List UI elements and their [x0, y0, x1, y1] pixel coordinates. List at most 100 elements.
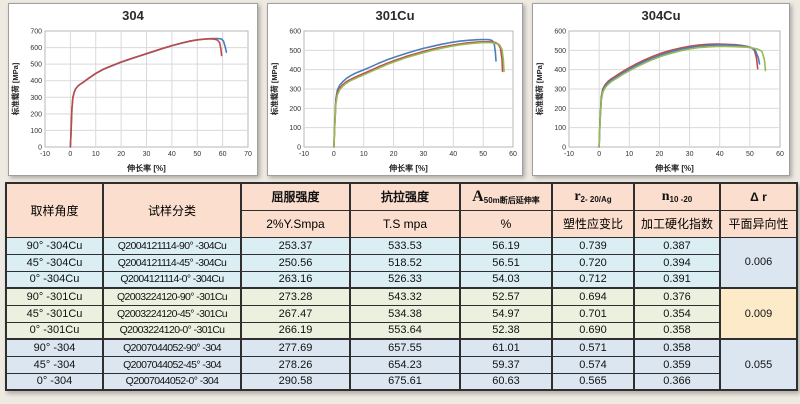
header-elongation: A50m断后延伸率 [459, 182, 553, 211]
tensile-strength-cell[interactable]: 654.23 [349, 355, 461, 374]
yield-strength-cell[interactable]: 278.26 [240, 355, 351, 374]
angle-cell[interactable]: 45° -301Cu [5, 304, 104, 323]
svg-text:20: 20 [390, 151, 398, 158]
svg-text:10: 10 [92, 151, 100, 158]
svg-text:20: 20 [656, 151, 664, 158]
angle-cell[interactable]: 0° -301Cu [5, 321, 104, 340]
elongation-cell[interactable]: 59.37 [459, 355, 553, 374]
r-value-cell[interactable]: 0.720 [551, 253, 635, 272]
angle-cell[interactable]: 0° -304Cu [5, 270, 104, 289]
svg-text:200: 200 [554, 106, 566, 113]
elongation-cell[interactable]: 60.63 [459, 372, 553, 391]
r-value-cell[interactable]: 0.565 [551, 372, 635, 391]
tensile-strength-cell[interactable]: 533.53 [349, 236, 461, 255]
n-value-cell[interactable]: 0.354 [633, 304, 721, 323]
chart-title-301cu: 301Cu [375, 8, 415, 23]
tensile-strength-cell[interactable]: 675.61 [349, 372, 461, 391]
n-value-cell[interactable]: 0.358 [633, 338, 721, 357]
angle-cell[interactable]: 0° -304 [5, 372, 104, 391]
elongation-cell[interactable]: 61.01 [459, 338, 553, 357]
svg-text:500: 500 [30, 62, 42, 69]
svg-text:400: 400 [30, 78, 42, 85]
angle-cell[interactable]: 45° -304Cu [5, 253, 104, 272]
yield-strength-cell[interactable]: 290.58 [240, 372, 351, 391]
header-elongation-symbol: A [472, 187, 484, 205]
yield-strength-cell[interactable]: 253.37 [240, 236, 351, 255]
yield-strength-cell[interactable]: 250.56 [240, 253, 351, 272]
sample-id-cell[interactable]: Q2003224120-0° -301Cu [102, 321, 242, 340]
tensile-strength-cell[interactable]: 534.38 [349, 304, 461, 323]
sample-id-cell[interactable]: Q2003224120-90° -301Cu [102, 287, 242, 306]
delta-r-cell[interactable]: 0.006 [719, 236, 798, 289]
elongation-cell[interactable]: 56.19 [459, 236, 553, 255]
sample-id-cell[interactable]: Q2007044052-45° -304 [102, 355, 242, 374]
tensile-strength-cell[interactable]: 518.52 [349, 253, 461, 272]
header-r-label: 塑性应变比 [551, 209, 635, 238]
header-r-subscript: 2- 20/Ag [580, 194, 612, 204]
n-value-cell[interactable]: 0.394 [633, 253, 721, 272]
n-value-cell[interactable]: 0.387 [633, 236, 721, 255]
sample-id-cell[interactable]: Q2004121114-0° -304Cu [102, 270, 242, 289]
elongation-cell[interactable]: 52.57 [459, 287, 553, 306]
yield-strength-cell[interactable]: 266.19 [240, 321, 351, 340]
angle-cell[interactable]: 90° -304Cu [5, 236, 104, 255]
sample-id-cell[interactable]: Q2007044052-90° -304 [102, 338, 242, 357]
elongation-cell[interactable]: 54.03 [459, 270, 553, 289]
n-value-cell[interactable]: 0.359 [633, 355, 721, 374]
svg-text:30: 30 [420, 151, 428, 158]
svg-text:20: 20 [117, 151, 125, 158]
svg-text:400: 400 [554, 67, 566, 74]
svg-text:-10: -10 [299, 151, 309, 158]
delta-r-cell[interactable]: 0.055 [719, 338, 798, 391]
yield-strength-cell[interactable]: 273.28 [240, 287, 351, 306]
svg-text:60: 60 [776, 151, 784, 158]
svg-text:0: 0 [597, 151, 601, 158]
sample-id-cell[interactable]: Q2004121114-90° -304Cu [102, 236, 242, 255]
charts-row: 304 0 100 200 300 400 500 600 700 -10 0 10 20 30 40 50… [8, 3, 790, 176]
yield-strength-cell[interactable]: 263.16 [240, 270, 351, 289]
angle-cell[interactable]: 90° -304 [5, 338, 104, 357]
chart-title-304: 304 [122, 8, 144, 23]
tensile-strength-cell[interactable]: 526.33 [349, 270, 461, 289]
chart-panel-301cu[interactable]: 301Cu 0 100 200 300 400 500 600 -10 0 10 20 30 40 50 6… [267, 3, 523, 176]
elongation-cell[interactable]: 54.97 [459, 304, 553, 323]
delta-r-cell[interactable]: 0.009 [719, 287, 798, 340]
sample-id-cell[interactable]: Q2003224120-45° -301Cu [102, 304, 242, 323]
svg-text:70: 70 [244, 151, 252, 158]
svg-text:50: 50 [193, 151, 201, 158]
yield-strength-cell[interactable]: 277.69 [240, 338, 351, 357]
svg-text:60: 60 [219, 151, 227, 158]
table-row: 45° -304 Q2007044052-45° -304 278.26 654.23… [5, 355, 797, 374]
svg-text:500: 500 [289, 48, 301, 55]
chart-panel-304[interactable]: 304 0 100 200 300 400 500 600 700 -10 0 10 20 30 40 50… [8, 3, 258, 176]
r-value-cell[interactable]: 0.571 [551, 338, 635, 357]
tensile-strength-cell[interactable]: 657.55 [349, 338, 461, 357]
n-value-cell[interactable]: 0.376 [633, 287, 721, 306]
chart-panel-304cu[interactable]: 304Cu 0 100 200 300 400 500 600 -10 0 10 20 30 40 50 6… [532, 3, 790, 176]
yield-strength-cell[interactable]: 267.47 [240, 304, 351, 323]
n-value-cell[interactable]: 0.366 [633, 372, 721, 391]
r-value-cell[interactable]: 0.690 [551, 321, 635, 340]
r-value-cell[interactable]: 0.712 [551, 270, 635, 289]
angle-cell[interactable]: 45° -304 [5, 355, 104, 374]
r-value-cell[interactable]: 0.694 [551, 287, 635, 306]
elongation-cell[interactable]: 52.38 [459, 321, 553, 340]
n-value-cell[interactable]: 0.391 [633, 270, 721, 289]
r-value-cell[interactable]: 0.574 [551, 355, 635, 374]
angle-cell[interactable]: 90° -301Cu [5, 287, 104, 306]
svg-text:700: 700 [30, 29, 42, 36]
n-value-cell[interactable]: 0.358 [633, 321, 721, 340]
header-sampling-angle: 取样角度 [5, 182, 104, 238]
r-value-cell[interactable]: 0.739 [551, 236, 635, 255]
svg-text:标准载荷 [MPa]: 标准载荷 [MPa] [269, 62, 279, 116]
svg-text:伸长率 [%]: 伸长率 [%] [126, 163, 166, 173]
sample-id-cell[interactable]: Q2004121114-45° -304Cu [102, 253, 242, 272]
svg-text:伸长率 [%]: 伸长率 [%] [654, 163, 694, 173]
tensile-strength-cell[interactable]: 543.32 [349, 287, 461, 306]
elongation-cell[interactable]: 56.51 [459, 253, 553, 272]
sample-id-cell[interactable]: Q2007044052-0° -304 [102, 372, 242, 391]
table-row: 90° -301Cu Q2003224120-90° -301Cu 273.28 54… [5, 287, 798, 340]
r-value-cell[interactable]: 0.701 [551, 304, 635, 323]
tensile-strength-cell[interactable]: 553.64 [349, 321, 461, 340]
